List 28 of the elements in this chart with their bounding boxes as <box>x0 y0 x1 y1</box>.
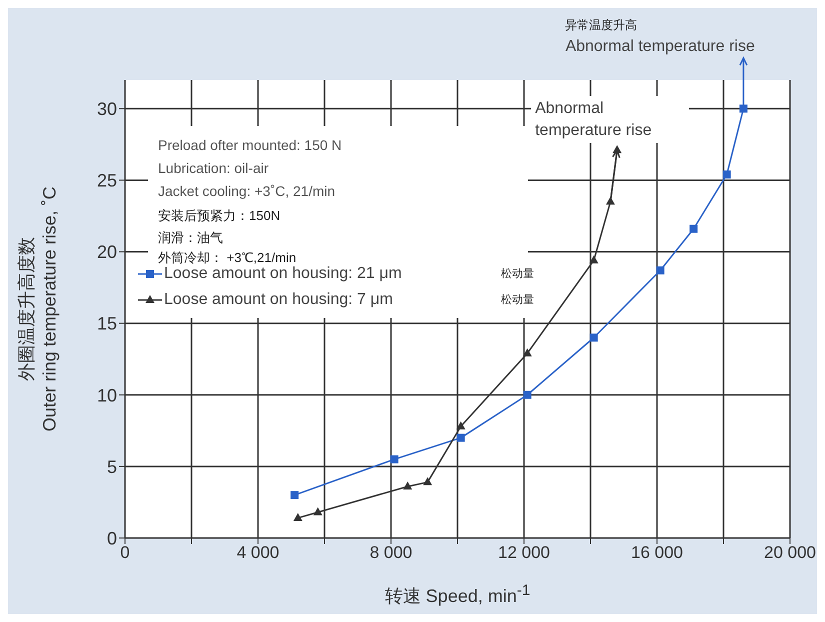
annotation: 外筒冷却： +3℃,21/min <box>158 249 296 266</box>
x-tick-label: 12 000 <box>498 543 550 562</box>
y-tick-label: 15 <box>96 314 117 334</box>
x-tick-label: 20 000 <box>764 543 816 562</box>
annotation: 松动量 <box>501 293 534 308</box>
y-axis-title: 外圈温度升高度数 Outer ring temperature rise, ˚C <box>15 186 60 432</box>
x-axis-title: 转速 Speed, min$^{-1}$ <box>384 582 532 608</box>
annotation: 润滑：油气 <box>158 229 223 247</box>
y-tick-label: 5 <box>106 456 117 477</box>
y-tick-label: 0 <box>106 528 117 548</box>
text: 异常温度升高 <box>565 17 637 34</box>
annotation: 松动量 <box>501 267 534 282</box>
x-tick-label: 8 000 <box>370 543 412 562</box>
annotation: Preload ofter mounted: 150 N <box>158 136 342 155</box>
annotation: Abnormal temperature rise <box>565 36 755 57</box>
y-tick-label: 10 <box>96 385 117 406</box>
x-tick-label: 4 000 <box>236 543 280 562</box>
annotation: Jacket cooling: +3˚C, 21/min <box>158 182 336 201</box>
x-tick-label: 0 <box>120 543 130 562</box>
annotation: Abnormal temperature rise <box>531 96 690 144</box>
legend-label: Loose amount on housing: 21 μm <box>164 265 402 283</box>
annotation: 安装后预紧力：150N <box>158 207 280 225</box>
annotation: Lubrication: oil-air <box>158 159 268 178</box>
y-tick-label: 20 <box>96 242 117 262</box>
x-tick-label: 16 000 <box>631 543 683 562</box>
legend-label: Loose amount on housing: 7 μm <box>164 291 393 309</box>
y-tick-label: 30 <box>96 99 117 120</box>
y-tick-label: 25 <box>96 170 117 191</box>
